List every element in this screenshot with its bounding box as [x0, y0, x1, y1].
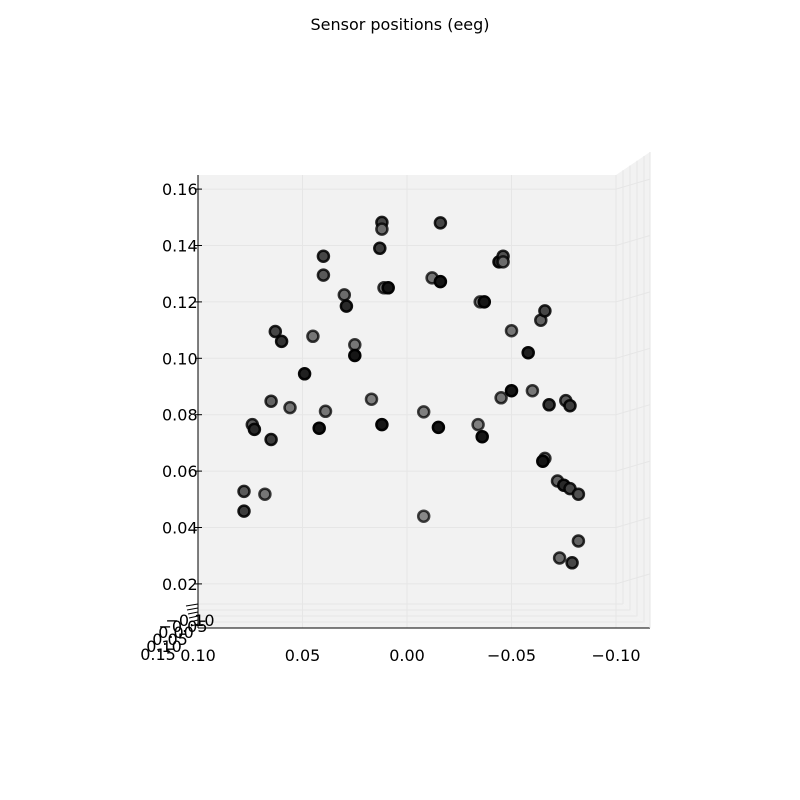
sensor-point: [268, 324, 283, 339]
sensor-point: [433, 274, 448, 289]
sensor-point: [297, 367, 312, 381]
depth-tick-label: 0.05: [152, 630, 188, 649]
depth-tick-mark: [185, 603, 199, 607]
y-tick-label: 0.06: [162, 462, 198, 481]
sensor-point: [337, 288, 352, 302]
depth-tick-label: 0.10: [146, 637, 182, 656]
sensor-point: [348, 338, 362, 352]
sensor-point: [364, 392, 379, 406]
sensor-point: [433, 216, 448, 230]
x-tick-label: −0.10: [591, 646, 640, 665]
sensor-point: [264, 394, 278, 408]
x-tick-label: −0.05: [487, 646, 536, 665]
y-tick-label: 0.08: [162, 406, 198, 425]
sensor-point: [416, 509, 431, 523]
y-tick-label: 0.10: [162, 349, 198, 368]
depth-tick-label: 0.15: [140, 645, 176, 664]
sensor-point: [496, 255, 510, 269]
sensor-point: [521, 345, 535, 360]
sensor-point: [471, 417, 485, 432]
right-pane-wall: [616, 152, 650, 628]
sensor-point: [536, 454, 550, 468]
sensor-point: [312, 421, 326, 435]
sensor-point: [375, 417, 389, 432]
sensor-point: [525, 383, 540, 398]
sensor-point: [237, 484, 251, 499]
y-tick-label: 0.02: [162, 575, 198, 594]
depth-tick-mark: [190, 623, 199, 627]
sensor-point: [563, 398, 577, 413]
sensor-point: [318, 404, 333, 419]
grid-lines: [197, 155, 651, 628]
depth-tick-label: −0.05: [158, 617, 207, 636]
y-tick-label: 0.04: [162, 519, 198, 538]
sensor-point: [247, 422, 262, 437]
sensor-points: [237, 215, 586, 570]
y-tick-label: 0.14: [162, 237, 198, 256]
sensor-point: [316, 268, 331, 282]
sensor-point: [571, 534, 586, 548]
depth-tick-labels: 0.150.100.050.00−0.05−0.10: [140, 611, 214, 664]
chart-title: Sensor positions (eeg): [310, 15, 489, 34]
sensor-point: [431, 420, 446, 435]
x-tick-label: 0.10: [180, 646, 216, 665]
depth-tick-mark: [188, 615, 199, 619]
sensor-point: [283, 400, 297, 415]
sensor-point: [416, 405, 431, 419]
back-pane: [198, 152, 650, 628]
sensor-point: [348, 348, 362, 363]
y-tick-label: 0.16: [162, 180, 198, 199]
sensor-point: [475, 429, 489, 444]
sensor-point: [339, 299, 354, 313]
sensor-point: [373, 241, 387, 256]
depth-tick-label: −0.10: [165, 611, 214, 630]
sensor-point: [477, 295, 492, 309]
sensor-point: [258, 487, 272, 501]
floor-pane: [198, 598, 650, 628]
depth-tick-mark: [187, 611, 199, 615]
sensor-point: [542, 398, 556, 412]
sensor-point: [571, 487, 586, 501]
sensor-point: [565, 556, 579, 570]
sensor-point: [552, 551, 567, 565]
sensor-point: [538, 304, 552, 318]
depth-tick-mark: [186, 607, 199, 611]
x-tick-label: 0.00: [389, 646, 425, 665]
sensor-point: [237, 504, 251, 518]
sensor-point: [504, 383, 519, 398]
sensor-point: [504, 323, 519, 338]
sensor-point: [316, 249, 331, 263]
y-tick-label: 0.12: [162, 293, 198, 312]
x-tick-label: 0.05: [285, 646, 321, 665]
axes: [185, 152, 651, 629]
depth-tick-mark: [189, 619, 199, 623]
sensor-point: [264, 432, 278, 447]
tick-labels: 0.02 0.04 0.06 0.08 0.10 0.12 0.14 0.16 0.10 0.05…: [162, 180, 641, 665]
depth-tick-label: 0.00: [158, 623, 194, 642]
sensor-point: [494, 391, 508, 405]
sensor-point: [375, 222, 389, 236]
sensor-point: [306, 329, 320, 344]
sensor-point: [274, 334, 289, 349]
sensor-point: [381, 281, 395, 295]
